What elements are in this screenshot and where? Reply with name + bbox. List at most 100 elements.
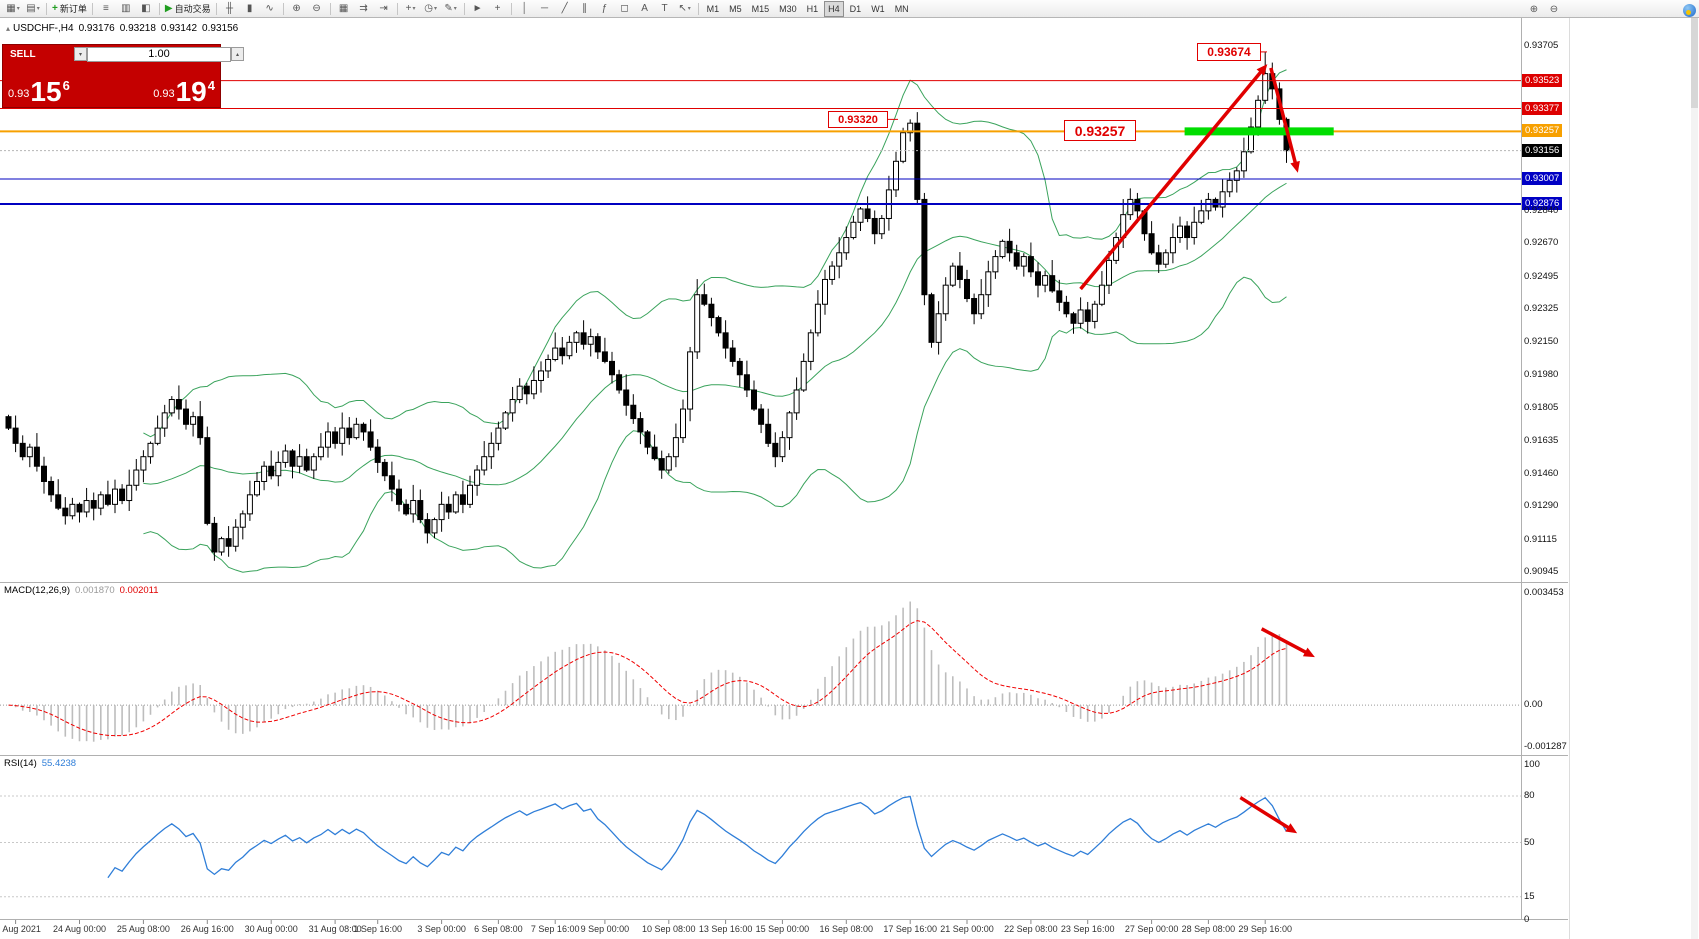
- zoom-in-icon: ⊕: [292, 3, 301, 14]
- timeframe-m30-button[interactable]: M30: [779, 3, 797, 14]
- toolbar-separator: [329, 2, 331, 15]
- zoom-out-icon: ⊖: [312, 3, 321, 14]
- autotrading-button[interactable]: ▶ 自动交易: [164, 1, 212, 16]
- macd-down-arrow[interactable]: [1260, 627, 1315, 658]
- rsi-down-arrow[interactable]: [1239, 796, 1298, 834]
- data-window-icon: ▥: [121, 3, 131, 14]
- market-watch-icon: ≡: [102, 3, 109, 14]
- timeframe-m1-button[interactable]: M1: [706, 3, 720, 14]
- timeframe-m5-button[interactable]: M5: [729, 3, 742, 14]
- indicators-icon-caret: ▾: [412, 6, 416, 12]
- toolbar-separator: [46, 2, 47, 15]
- line-chart-icon: ∿: [265, 3, 274, 14]
- toolbar-right-group: [1683, 2, 1696, 18]
- horizontal-line-icon[interactable]: ─: [536, 1, 554, 16]
- community-ball-icon[interactable]: [1683, 3, 1696, 17]
- line-chart-icon[interactable]: ∿: [261, 1, 279, 16]
- timeframe-w1-button[interactable]: W1: [871, 3, 885, 14]
- scrollbar-thumb[interactable]: [1691, 18, 1698, 108]
- trend-arrow-down[interactable]: [1269, 67, 1300, 173]
- autotrading-button-label: 自动交易: [174, 4, 211, 14]
- horizontal-line-icon: ─: [541, 3, 549, 14]
- auto-scroll-icon: ⇉: [359, 3, 368, 14]
- bar-chart-icon[interactable]: ╫: [221, 1, 239, 16]
- toolbar-separator: [463, 2, 465, 15]
- market-watch-icon[interactable]: ≡: [97, 1, 115, 16]
- auto-scroll-icon[interactable]: ⇉: [355, 1, 373, 16]
- label-icon[interactable]: T: [656, 1, 674, 16]
- text-icon[interactable]: A: [636, 1, 654, 16]
- vertical-line-icon[interactable]: │: [516, 1, 534, 16]
- new-order-button: +: [52, 3, 58, 14]
- cursor-icon: ►: [472, 3, 483, 14]
- toolbar-separator: [158, 2, 160, 15]
- trendline-icon[interactable]: ╱: [556, 1, 574, 16]
- timeframe-d1-button[interactable]: D1: [849, 3, 862, 14]
- macd-panel: [0, 601, 1521, 742]
- timeframe-m15-button[interactable]: M15: [751, 3, 770, 14]
- tile-windows-icon[interactable]: ▦: [335, 1, 353, 16]
- toolbar-separator: [510, 2, 512, 15]
- rsi-panel: [0, 795, 1521, 898]
- fibonacci-icon[interactable]: ƒ: [596, 1, 614, 16]
- candlestick-chart-icon[interactable]: ▮: [241, 1, 259, 16]
- chart-shift-icon[interactable]: ⇥: [375, 1, 393, 16]
- new-chart-icon: ▦: [6, 3, 16, 14]
- new-order-button[interactable]: + 新订单: [51, 1, 88, 16]
- toolbar-separator: [396, 2, 398, 15]
- tile-windows-icon: ▦: [338, 3, 349, 14]
- toolbar-separator: [697, 2, 699, 15]
- horizontal-price-lines: [0, 80, 1521, 205]
- data-window-icon[interactable]: ▥: [117, 1, 135, 16]
- right-empty-area: [1569, 18, 1699, 939]
- indicators-icon: +: [405, 3, 412, 14]
- arrows-tool-icon[interactable]: ↖ ▾: [676, 1, 694, 16]
- fibonacci-icon: ƒ: [601, 3, 608, 14]
- toolbar-separator: [91, 2, 93, 15]
- candlestick-series: [5, 51, 1290, 561]
- navigator-icon[interactable]: ◧: [137, 1, 155, 16]
- new-chart-icon-caret: ▾: [16, 6, 20, 12]
- support-zone-highlight[interactable]: [1184, 127, 1334, 136]
- main-toolbar: ▦ ▾ ▤ ▾ + 新订单 ≡ ▥ ◧ ▶ 自动交易 ╫ ▮ ∿ ⊕ ⊖ ▦ ⇉ ⇥ + ▾ ◷ ▾ ✎ ▾ ► + │ ─ ╱ ∥ ƒ ◻ A T…: [0, 0, 1699, 18]
- templates-icon-caret: ▾: [453, 6, 457, 12]
- indicators-icon[interactable]: + ▾: [402, 1, 420, 16]
- chart-profiles-icon-caret: ▾: [36, 6, 40, 12]
- timeframe-h1-button[interactable]: H1: [806, 3, 819, 14]
- text-icon: A: [641, 3, 648, 14]
- zoom-in-icon[interactable]: ⊕: [288, 1, 306, 16]
- navigator-icon: ◧: [141, 3, 151, 14]
- crosshair-icon: +: [494, 3, 501, 14]
- trend-arrow-up[interactable]: [1079, 64, 1268, 291]
- vertical-line-icon: │: [521, 3, 528, 14]
- shapes-icon: ◻: [620, 3, 629, 14]
- arrows-tool-icon: ↖: [678, 3, 687, 14]
- window-zoom-in-icon[interactable]: ⊕: [1529, 3, 1539, 15]
- timeframe-mn-button[interactable]: MN: [894, 3, 909, 14]
- shapes-icon[interactable]: ◻: [616, 1, 634, 16]
- arrows-tool-icon-caret: ▾: [687, 6, 691, 12]
- new-order-button-label: 新订单: [59, 4, 87, 14]
- new-chart-icon[interactable]: ▦ ▾: [4, 1, 22, 16]
- crosshair-icon[interactable]: +: [489, 1, 507, 16]
- rsi-line: [107, 795, 1288, 879]
- cursor-icon[interactable]: ►: [469, 1, 487, 16]
- templates-icon[interactable]: ✎ ▾: [442, 1, 460, 16]
- periods-icon[interactable]: ◷ ▾: [422, 1, 440, 16]
- timeframe-h4-button[interactable]: H4: [824, 0, 844, 17]
- chart-profiles-icon[interactable]: ▤ ▾: [24, 1, 42, 16]
- time-axis-ticks: [15, 920, 1266, 924]
- bar-chart-icon: ╫: [226, 3, 234, 14]
- trendline-icon: ╱: [561, 3, 568, 14]
- zoom-out-icon[interactable]: ⊖: [308, 1, 326, 16]
- vertical-scrollbar[interactable]: [1691, 18, 1698, 939]
- toolbar-axis-icon-group: ⊕ ⊖: [1524, 1, 1564, 17]
- channel-icon[interactable]: ∥: [576, 1, 594, 16]
- toolbar-separator: [282, 2, 284, 15]
- autotrading-button: ▶: [164, 3, 173, 14]
- macd-signal-line: [8, 620, 1287, 737]
- window-zoom-out-icon[interactable]: ⊖: [1549, 3, 1559, 15]
- bollinger-bands: [143, 69, 1287, 573]
- periods-icon-caret: ▾: [433, 6, 437, 12]
